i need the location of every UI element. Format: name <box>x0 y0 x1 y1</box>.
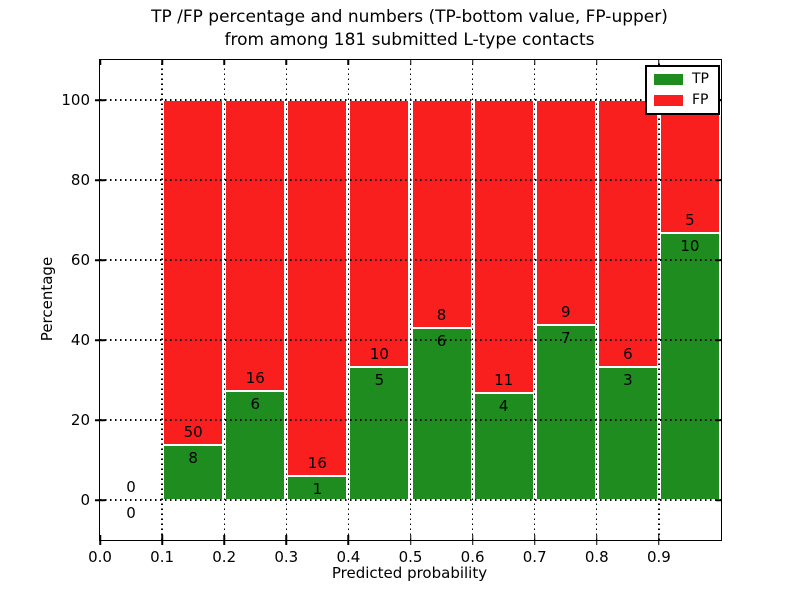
y-tick <box>95 339 105 341</box>
tp-bar-segment <box>163 444 224 500</box>
tp-count-label: 6 <box>250 394 261 413</box>
x-tick-top <box>347 60 350 65</box>
x-tick <box>99 535 101 545</box>
legend-label-fp: FP <box>692 92 709 108</box>
x-tick-top <box>533 60 536 65</box>
x-tick-label: 0.2 <box>212 548 237 566</box>
plot-area: 0 0 50 8 16 6 16 1 10 5 8 6 11 4 9 7 6 3 5 10 0.0 0.1 0.2 0.3 0.… <box>61 59 722 566</box>
y-tick-right <box>716 499 721 501</box>
y-tick <box>95 99 105 101</box>
x-tick-top <box>161 60 163 65</box>
chart-title: TP /FP percentage and numbers (TP-bottom… <box>99 6 720 52</box>
legend: TP FP <box>645 65 720 115</box>
y-tick <box>95 259 105 261</box>
x-tick-label: 0.6 <box>460 548 485 566</box>
x-tick-label: 0.7 <box>522 548 547 566</box>
legend-item-tp: TP <box>654 72 709 86</box>
fp-bar-segment <box>163 100 224 445</box>
y-axis-label: Percentage <box>38 256 56 342</box>
x-tick <box>161 535 163 545</box>
fp-count-label: 5 <box>685 211 695 230</box>
tp-count-label: 3 <box>623 370 633 389</box>
fp-count-label: 16 <box>245 368 265 387</box>
y-tick-right <box>716 179 721 181</box>
fp-bar-segment <box>597 100 658 367</box>
x-axis-label: Predicted probability <box>331 564 488 582</box>
y-tick-label: 0 <box>80 491 90 509</box>
x-tick <box>285 535 288 545</box>
x-tick-label: 0.5 <box>398 548 423 566</box>
tp-count-label: 5 <box>374 370 385 389</box>
tp-count-label: 1 <box>312 480 323 499</box>
fp-bar-segment <box>225 100 286 391</box>
fp-swatch-icon <box>654 94 683 106</box>
fp-bar-segment <box>473 100 534 394</box>
x-tick <box>533 535 536 545</box>
x-tick <box>596 535 598 545</box>
x-tick-label: 0.0 <box>88 548 112 566</box>
tp-count-label: 8 <box>188 448 198 467</box>
tp-bar-segment <box>349 366 410 500</box>
tp-bar-segment <box>597 366 658 500</box>
y-tick-label: 60 <box>70 251 90 269</box>
x-tick-top <box>285 60 288 65</box>
x-tick-top <box>99 60 101 65</box>
tp-bar-segment <box>473 393 534 500</box>
tp-bar-segment <box>411 328 472 500</box>
chart-title-line1: TP /FP percentage and numbers (TP-bottom… <box>151 7 668 27</box>
fp-count-label: 6 <box>623 344 633 363</box>
fp-bar-segment <box>287 100 348 477</box>
y-tick-label: 20 <box>70 411 90 429</box>
x-tick <box>658 535 660 545</box>
x-tick-label: 0.9 <box>646 548 671 566</box>
legend-label-tp: TP <box>692 71 709 87</box>
tp-bar-segment <box>535 324 596 500</box>
y-tick-right <box>716 419 721 421</box>
fp-count-label: 8 <box>436 306 447 325</box>
y-tick-label: 40 <box>70 331 90 349</box>
x-tick <box>471 535 474 545</box>
y-tick <box>95 499 105 501</box>
x-tick-label: 0.1 <box>150 548 175 566</box>
x-tick-label: 0.8 <box>584 548 609 566</box>
tp-count-label: 6 <box>436 332 447 351</box>
x-tick-top <box>409 60 412 65</box>
tp-bar-segment <box>659 233 720 500</box>
tp-count-label: 7 <box>560 328 571 347</box>
fp-count-label: 16 <box>307 454 327 473</box>
x-tick-label: 0.4 <box>336 548 361 566</box>
fp-bar-segment <box>349 100 410 367</box>
fp-count-label: 10 <box>369 344 389 363</box>
tp-count-label: 0 <box>126 504 136 522</box>
fp-count-label: 50 <box>183 422 203 441</box>
tp-count-label: 10 <box>680 237 700 256</box>
x-tick <box>409 535 412 545</box>
tp-swatch-icon <box>654 73 683 85</box>
fp-bar-segment <box>659 100 720 234</box>
y-tick-label: 80 <box>70 171 90 189</box>
legend-item-fp: FP <box>654 93 709 107</box>
fp-bar-segment <box>411 100 472 329</box>
y-tick-right <box>716 259 721 261</box>
x-tick-top <box>596 60 598 65</box>
x-tick-top <box>223 60 225 65</box>
chart-title-line2: from among 181 submitted L-type contacts <box>224 30 595 50</box>
fp-count-label: 0 <box>126 478 136 496</box>
y-tick <box>95 419 105 421</box>
y-tick-right <box>716 339 721 341</box>
x-tick <box>223 535 225 545</box>
fp-bar-segment <box>535 100 596 325</box>
x-tick-top <box>471 60 474 65</box>
y-tick <box>95 179 105 181</box>
tp-bar-segment <box>225 390 286 500</box>
x-tick-label: 0.3 <box>274 548 299 566</box>
fp-count-label: 9 <box>560 302 571 321</box>
y-tick-label: 100 <box>61 91 90 109</box>
x-tick <box>347 535 350 545</box>
tp-count-label: 4 <box>498 397 509 416</box>
fp-count-label: 11 <box>494 371 514 390</box>
